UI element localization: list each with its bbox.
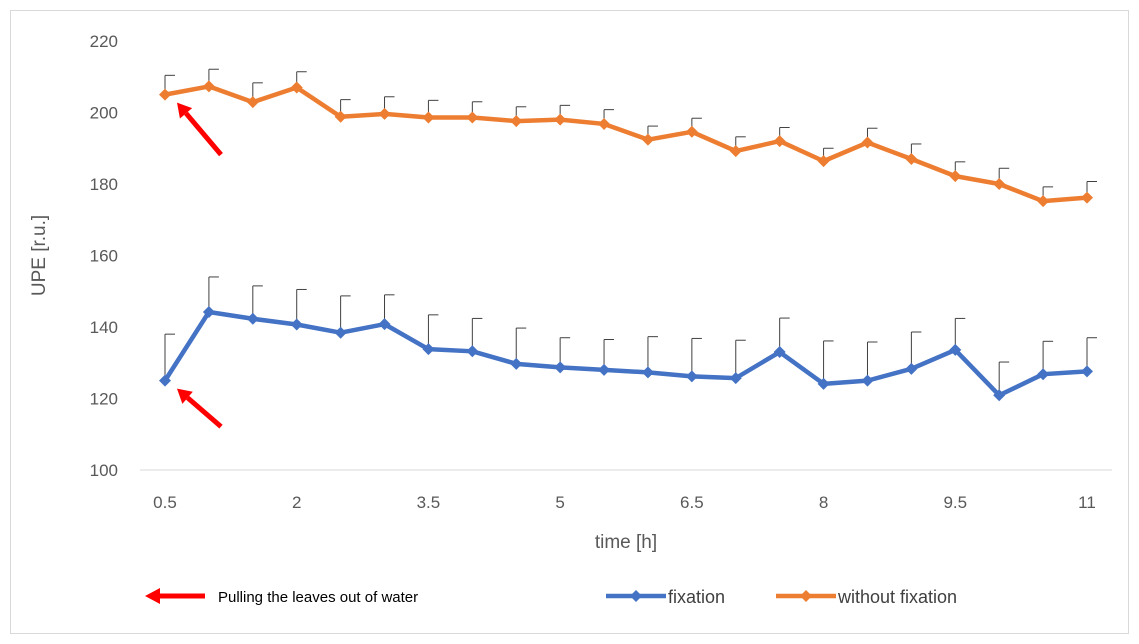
data-point-without-fixation	[729, 145, 742, 158]
data-point-fixation	[422, 343, 435, 356]
data-point-without-fixation	[466, 111, 479, 124]
data-point-fixation	[378, 318, 391, 331]
data-point-fixation	[773, 346, 786, 359]
data-point-fixation	[729, 372, 742, 385]
y-tick-label: 140	[90, 318, 118, 337]
data-point-without-fixation	[422, 111, 435, 124]
data-point-without-fixation	[905, 152, 918, 165]
y-tick-label: 160	[90, 247, 118, 266]
chart-frame	[10, 10, 1129, 634]
data-point-fixation	[290, 318, 303, 331]
data-point-fixation	[685, 370, 698, 383]
data-point-without-fixation	[598, 117, 611, 130]
data-point-without-fixation	[817, 155, 830, 168]
data-point-without-fixation	[159, 88, 171, 101]
legend-marker-without-fixation	[800, 590, 812, 602]
data-point-fixation	[1037, 368, 1050, 381]
x-tick-label: 6.5	[680, 493, 704, 512]
x-tick-label: 9.5	[943, 493, 967, 512]
annotation-arrow-shaft	[185, 395, 223, 429]
y-axis-title: UPE [r.u.]	[29, 215, 50, 296]
y-tick-label: 120	[90, 390, 118, 409]
data-point-fixation	[861, 374, 874, 387]
legend-series-items: fixation without fixation	[606, 587, 957, 607]
series-markers	[159, 80, 1093, 402]
data-point-fixation	[641, 366, 654, 379]
x-tick-label: 2	[292, 493, 301, 512]
data-point-fixation	[159, 374, 171, 387]
data-point-fixation	[202, 305, 215, 318]
y-tick-label: 220	[90, 32, 118, 51]
data-point-fixation	[817, 377, 830, 390]
data-point-without-fixation	[554, 113, 567, 126]
data-point-without-fixation	[202, 80, 215, 93]
legend-marker-fixation	[630, 590, 642, 602]
x-tick-label: 5	[555, 493, 564, 512]
legend-arrow-head-icon	[145, 588, 160, 604]
data-point-fixation	[993, 389, 1006, 402]
data-point-without-fixation	[641, 133, 654, 146]
data-point-fixation	[510, 357, 523, 370]
data-point-fixation	[554, 361, 567, 374]
y-tick-label: 180	[90, 175, 118, 194]
annotation-arrow-shaft	[184, 111, 223, 157]
annotation-arrow-head	[177, 102, 193, 119]
x-axis-title: time [h]	[595, 532, 657, 553]
legend-label-fixation: fixation	[668, 587, 725, 607]
series-lines	[163, 84, 1088, 398]
data-point-fixation	[598, 363, 611, 376]
legend: Pulling the leaves out of water fixation…	[145, 587, 957, 607]
data-point-without-fixation	[378, 107, 391, 120]
x-axis-ticks: 0.5 2 3.5 5 6.5 8 9.5 11	[153, 493, 1096, 512]
x-tick-label: 0.5	[153, 493, 177, 512]
annotation-arrows	[177, 102, 223, 429]
data-point-fixation	[334, 326, 347, 339]
data-point-without-fixation	[773, 135, 786, 148]
x-tick-label: 8	[819, 493, 828, 512]
annotation-arrow-head	[177, 388, 193, 404]
legend-arrow-label: Pulling the leaves out of water	[218, 589, 418, 606]
legend-item-arrow: Pulling the leaves out of water	[145, 588, 418, 606]
data-point-fixation	[1081, 365, 1093, 378]
x-tick-label: 11	[1078, 493, 1096, 512]
y-axis-ticks: 100 120 140 160 180 200 220	[90, 32, 118, 480]
data-point-without-fixation	[1037, 195, 1050, 208]
data-point-without-fixation	[510, 115, 523, 128]
data-point-fixation	[466, 345, 479, 358]
legend-label-without-fixation: without fixation	[837, 587, 957, 607]
x-tick-label: 3.5	[417, 493, 441, 512]
data-point-without-fixation	[1081, 191, 1093, 204]
y-tick-label: 100	[90, 461, 118, 480]
data-point-fixation	[905, 362, 918, 375]
data-point-without-fixation	[246, 96, 259, 109]
data-point-without-fixation	[949, 170, 962, 183]
series-line-fixation	[163, 309, 1088, 398]
data-point-fixation	[949, 343, 962, 356]
data-point-fixation	[246, 312, 259, 325]
data-point-without-fixation	[861, 136, 874, 149]
data-point-without-fixation	[290, 81, 303, 94]
y-tick-label: 200	[90, 104, 118, 123]
series-line-without-fixation	[164, 84, 1088, 204]
data-point-without-fixation	[993, 178, 1006, 190]
data-point-without-fixation	[334, 110, 347, 123]
data-point-without-fixation	[685, 125, 698, 138]
